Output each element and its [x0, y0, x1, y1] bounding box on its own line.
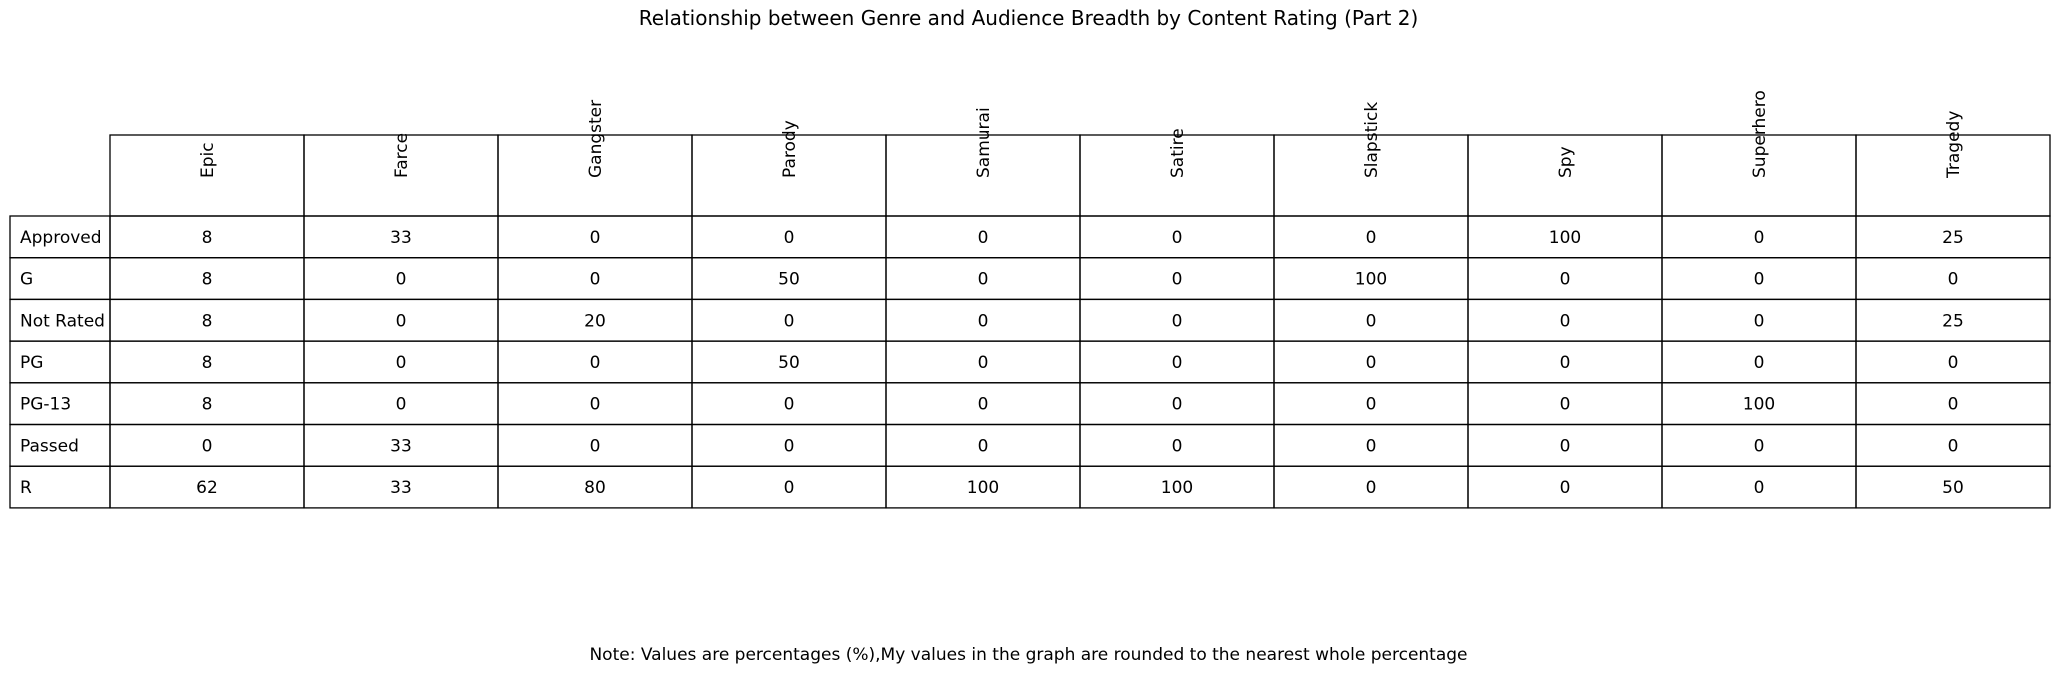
cell-value: 0	[784, 436, 795, 456]
cell-value: 0	[1560, 353, 1571, 373]
row-label: PG	[20, 353, 43, 373]
cell-value: 0	[784, 478, 795, 498]
cell-value: 0	[590, 270, 601, 290]
cell-value: 8	[202, 353, 213, 373]
cell-value: 0	[1560, 478, 1571, 498]
cell-value: 33	[390, 478, 412, 498]
cell-value: 0	[590, 436, 601, 456]
cell-value: 25	[1942, 311, 1964, 331]
column-header-parody: Parody	[780, 120, 800, 178]
cell-value: 0	[1754, 270, 1765, 290]
cell-value: 0	[1560, 395, 1571, 415]
cell-value: 0	[1172, 395, 1183, 415]
row-label: Passed	[20, 436, 79, 456]
chart-note: Note: Values are percentages (%),My valu…	[589, 645, 1468, 665]
column-header-satire: Satire	[1168, 128, 1188, 178]
cell-value: 20	[584, 311, 606, 331]
cell-value: 0	[590, 353, 601, 373]
row-label: G	[20, 270, 33, 290]
cell-value: 0	[978, 353, 989, 373]
cell-value: 0	[1172, 311, 1183, 331]
cell-value: 100	[1549, 228, 1581, 248]
cell-value: 33	[390, 436, 412, 456]
cell-value: 0	[1948, 353, 1959, 373]
cell-value: 0	[396, 270, 407, 290]
column-header-superhero: Superhero	[1750, 90, 1770, 178]
cell-value: 8	[202, 270, 213, 290]
cell-value: 0	[1754, 228, 1765, 248]
row-label: PG-13	[20, 395, 71, 415]
cell-value: 0	[1754, 353, 1765, 373]
cell-value: 0	[396, 395, 407, 415]
cell-value: 0	[1948, 436, 1959, 456]
cell-value: 50	[778, 270, 800, 290]
row-label: R	[20, 478, 32, 498]
column-header-slapstick: Slapstick	[1362, 102, 1382, 178]
cell-value: 100	[1355, 270, 1387, 290]
column-header-farce: Farce	[392, 133, 412, 178]
cell-value: 0	[1366, 478, 1377, 498]
cell-value: 8	[202, 395, 213, 415]
data-cell	[1855, 465, 2051, 509]
cell-value: 0	[1366, 228, 1377, 248]
cell-value: 0	[396, 353, 407, 373]
cell-value: 0	[978, 311, 989, 331]
row-label: Not Rated	[20, 311, 105, 331]
cell-value: 0	[978, 270, 989, 290]
cell-value: 0	[202, 436, 213, 456]
cell-value: 0	[784, 228, 795, 248]
cell-value: 8	[202, 311, 213, 331]
cell-value: 0	[978, 228, 989, 248]
cell-value: 0	[1366, 353, 1377, 373]
cell-value: 0	[590, 395, 601, 415]
cell-value: 0	[978, 395, 989, 415]
cell-value: 62	[196, 478, 218, 498]
cell-value: 0	[1754, 478, 1765, 498]
cell-value: 0	[1172, 353, 1183, 373]
cell-value: 0	[1560, 270, 1571, 290]
cell-value: 0	[590, 228, 601, 248]
cell-value: 80	[584, 478, 606, 498]
column-header-samurai: Samurai	[974, 107, 994, 178]
cell-value: 100	[1743, 395, 1775, 415]
cell-value: 0	[1366, 395, 1377, 415]
cell-value: 33	[390, 228, 412, 248]
cell-value: 0	[1172, 228, 1183, 248]
row-label: Approved	[20, 228, 102, 248]
column-header-spy: Spy	[1556, 146, 1576, 178]
cell-value: 0	[1754, 436, 1765, 456]
cell-value: 0	[1172, 270, 1183, 290]
cell-value: 100	[1161, 478, 1193, 498]
cell-value: 0	[1948, 270, 1959, 290]
cell-value: 0	[1366, 436, 1377, 456]
cell-value: 100	[967, 478, 999, 498]
cell-value: 0	[1172, 436, 1183, 456]
cell-value: 0	[784, 311, 795, 331]
column-header-tragedy: Tragedy	[1944, 111, 1964, 179]
cell-value: 0	[784, 395, 795, 415]
cell-value: 0	[1366, 311, 1377, 331]
column-header-gangster: Gangster	[586, 100, 606, 178]
cell-value: 0	[1560, 436, 1571, 456]
cell-value: 0	[1948, 395, 1959, 415]
cell-value: 0	[1754, 311, 1765, 331]
cell-value: 0	[1560, 311, 1571, 331]
chart-title: Relationship between Genre and Audience …	[638, 6, 1419, 30]
cell-value: 0	[396, 311, 407, 331]
cell-value: 0	[978, 436, 989, 456]
cell-value: 25	[1942, 228, 1964, 248]
cell-value: 50	[1942, 478, 1964, 498]
cell-value: 50	[778, 353, 800, 373]
cell-value: 8	[202, 228, 213, 248]
column-header-epic: Epic	[198, 142, 218, 178]
